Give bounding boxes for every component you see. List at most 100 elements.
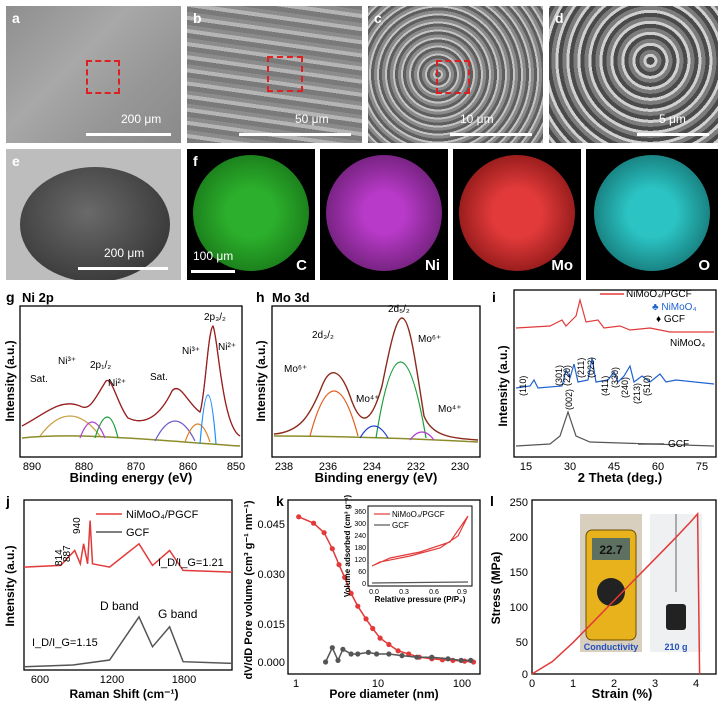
multimeter-display (592, 538, 630, 560)
panel-letter: a (12, 10, 20, 26)
sem-image-d: 5 μm d (549, 6, 718, 143)
element-disc (459, 155, 575, 271)
inset-y-label: Volume adsorbed (cm³ g⁻¹) (343, 495, 352, 598)
inset-frame (367, 505, 473, 587)
tick: 3 (652, 678, 658, 690)
annotation: Mo⁶⁺ (418, 334, 441, 345)
sem-image-b: 50 μm b (187, 6, 362, 143)
hkl: (213) (632, 383, 642, 404)
tick: 100 (453, 678, 471, 690)
legend: NiMoO₄/PGCF GCF (96, 509, 199, 539)
hkl: (022) (586, 357, 596, 378)
tick: 120 (354, 557, 366, 564)
fit-peak (94, 416, 119, 439)
hkl: (002) (564, 389, 574, 410)
tick: 360 (354, 509, 366, 516)
chart-title: Ni 2p (22, 290, 54, 305)
tick: 0.6 (429, 589, 439, 596)
element-disc (326, 155, 442, 271)
series-marks (23, 520, 233, 668)
scale-label: 5 μm (659, 112, 686, 126)
tick: 100 (510, 602, 528, 614)
peak-labels: 814 887 940 (54, 517, 83, 566)
data-point (342, 574, 348, 580)
y-axis-label: Intensity (a.u.) (3, 340, 17, 421)
tick: 230 (451, 461, 469, 473)
stress-strain-chart: l Stress (MPa) Strain (%) 250 200 150 10… (489, 493, 717, 701)
y-axis-label: dV/dD Pore volume (cm³ g⁻¹ nm⁻¹) (243, 500, 255, 679)
weight-block (666, 604, 686, 630)
tick: 250 (510, 497, 528, 509)
fit-peak (375, 361, 427, 439)
meter-reading: 22.7 (599, 543, 623, 557)
element-label: O (698, 257, 710, 274)
tick: 0.030 (257, 569, 285, 581)
panel-letter: j (5, 493, 10, 509)
series-nimoo4-pgcf (515, 297, 714, 333)
panel-letter: d (555, 10, 564, 26)
tick: 4 (693, 678, 699, 690)
panel-letter: h (256, 289, 265, 305)
tick: 0.000 (257, 657, 285, 669)
hkl: (240) (620, 377, 630, 398)
scale-bar (78, 267, 168, 270)
data-point (323, 659, 329, 665)
x-axis-label: Strain (%) (592, 686, 653, 701)
scale-bar (239, 133, 351, 136)
data-point (348, 651, 354, 657)
element-label: Ni (425, 257, 440, 274)
peak-label: 940 (72, 517, 83, 534)
fit-peak (39, 415, 101, 437)
tick: 232 (407, 461, 425, 473)
x-ticks: 890 880 870 860 850 (23, 461, 245, 473)
eds-map-ni: Ni (320, 149, 448, 280)
inset-y-ticks: 360 300 240 180 120 60 0 (354, 509, 366, 588)
data-point (386, 651, 392, 657)
baseline-curve (21, 435, 241, 447)
tick: 60 (358, 569, 366, 576)
annotation: Ni²⁺ (108, 378, 126, 389)
series-line-2 (23, 615, 233, 668)
scale-bar (191, 270, 235, 273)
data-point (370, 625, 376, 632)
annotation: Sat. (150, 372, 168, 383)
tick: 238 (275, 461, 293, 473)
scale-label: 50 μm (295, 112, 329, 126)
photo-caption: 210 g (664, 642, 687, 652)
tick: 600 (31, 674, 49, 686)
panel-letter: k (276, 493, 284, 509)
annotation: 2d₃/₂ (312, 330, 334, 341)
tick: 10 (372, 678, 384, 690)
data-point (458, 657, 464, 663)
tick: 0 (529, 678, 535, 690)
data-point (377, 635, 383, 641)
xrd-chart: i Intensity (a.u.) 2 Theta (deg.) 15 30 … (492, 289, 717, 485)
x-axis-label: Raman Shift (cm⁻¹) (69, 687, 178, 701)
hkl: (301) (554, 365, 564, 386)
tick: 1800 (172, 674, 196, 686)
scale-bar (450, 133, 532, 136)
pore-size-chart: k dV/dD Pore volume (cm³ g⁻¹ nm⁻¹) Pore … (243, 493, 481, 701)
inset-x-label: Relative pressure (P/P₀) (375, 595, 466, 604)
plot-frame (23, 499, 233, 671)
eds-map-c: 100 μm C f (187, 149, 315, 280)
legend-entry: GCF (126, 527, 150, 539)
scale-label: 200 μm (121, 112, 162, 126)
tick: 50 (516, 637, 528, 649)
x-axis-label: Binding energy (eV) (315, 470, 438, 485)
annotation: Mo⁴⁺ (356, 394, 379, 405)
x-axis-label: 2 Theta (deg.) (578, 470, 663, 485)
tick: 0.045 (257, 519, 285, 531)
data-point (336, 562, 342, 568)
tick: 150 (510, 567, 528, 579)
eds-map-mo: Mo (453, 149, 581, 280)
x-ticks: 600 1200 1800 (31, 674, 196, 686)
tick: 0 (522, 669, 528, 681)
eds-map-o: O (586, 149, 718, 280)
xps-mo3d-chart: h Mo 3d Intensity (a.u.) Binding energy … (254, 289, 481, 485)
annotation: Ni³⁺ (58, 356, 76, 367)
data-point (468, 657, 474, 663)
hkl-labels: (110) (301) (220) (211) (022) (411) (330… (518, 357, 652, 410)
legend-entry: NiMoO₄/PGCF (626, 289, 692, 300)
tick: 0.9 (457, 589, 467, 596)
